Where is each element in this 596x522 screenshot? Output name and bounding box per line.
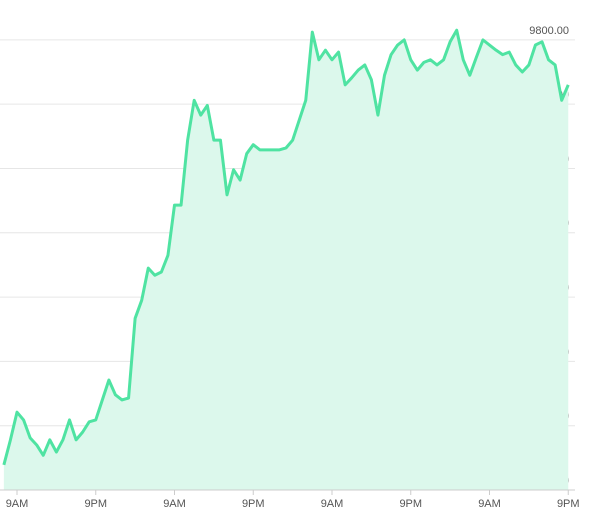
x-tick-label: 9PM	[557, 498, 580, 510]
x-tick-label: 9AM	[478, 498, 501, 510]
x-tick-label: 9PM	[399, 498, 422, 510]
x-tick-label: 9PM	[84, 498, 107, 510]
area-fill	[3, 30, 569, 490]
price-line	[2, 28, 570, 466]
x-tick-label: 9PM	[242, 498, 265, 510]
x-tick-label: 9AM	[6, 498, 29, 510]
x-tick-label: 9AM	[321, 498, 344, 510]
y-tick-label: 9800.00	[529, 25, 569, 37]
x-tick-label: 9AM	[163, 498, 186, 510]
